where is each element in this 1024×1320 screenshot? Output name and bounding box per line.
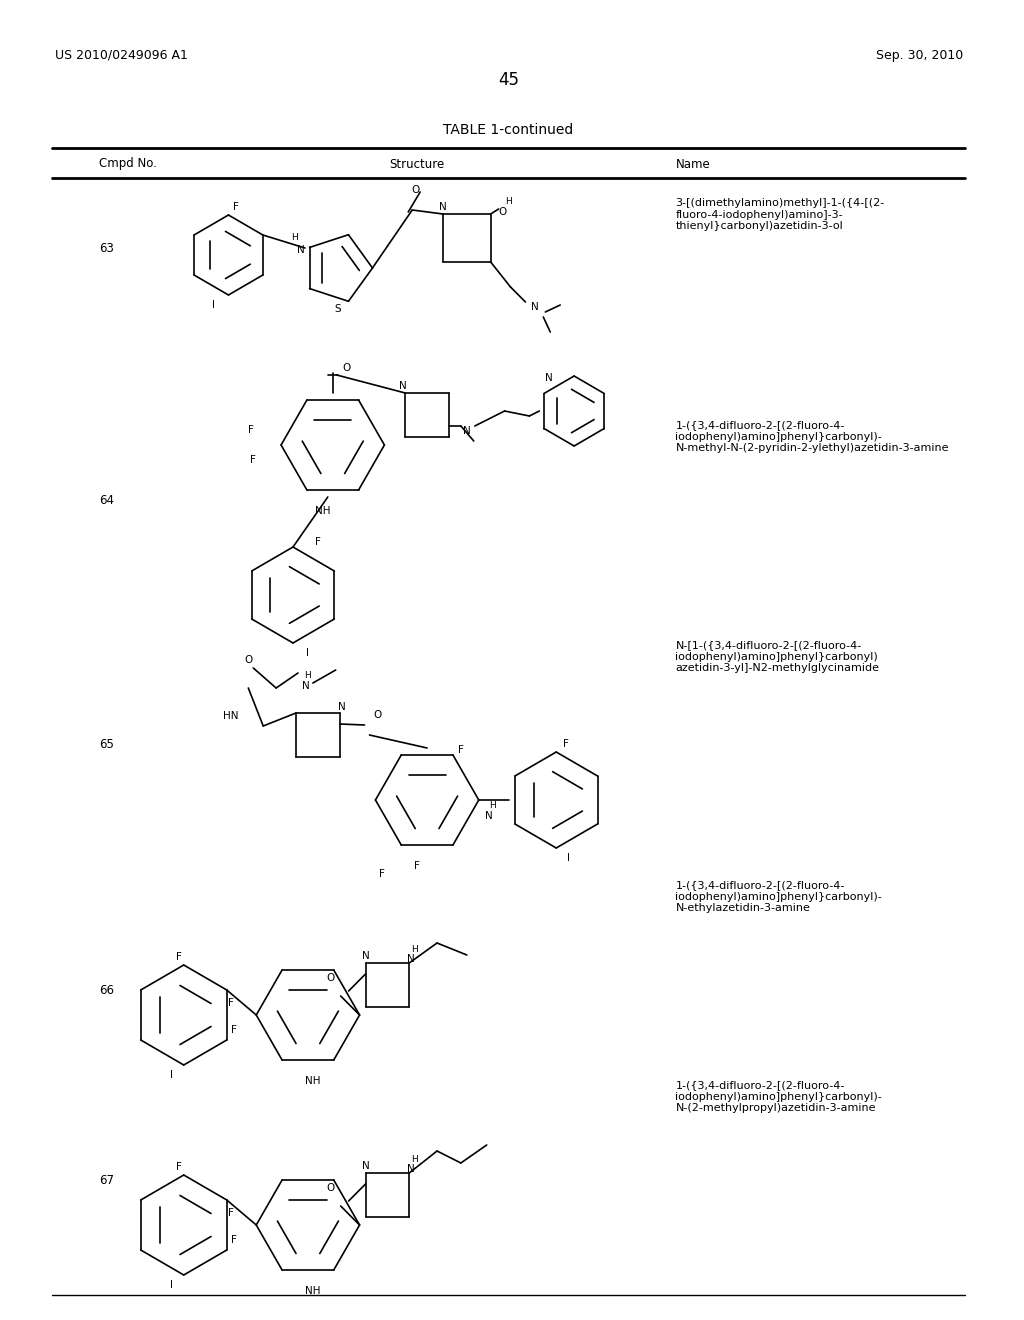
Text: TABLE 1-continued: TABLE 1-continued: [443, 123, 573, 137]
Text: F: F: [315, 537, 321, 546]
Text: NH: NH: [305, 1286, 321, 1296]
Text: Structure: Structure: [389, 157, 444, 170]
Text: 3-[(dimethylamino)methyl]-1-({4-[(2-
fluoro-4-iodophenyl)amino]-3-
thienyl}carbo: 3-[(dimethylamino)methyl]-1-({4-[(2- flu…: [676, 198, 885, 231]
Text: F: F: [233, 202, 240, 213]
Text: F: F: [228, 998, 234, 1008]
Text: N: N: [463, 426, 471, 436]
Text: 64: 64: [99, 494, 115, 507]
Text: N: N: [408, 1164, 415, 1173]
Text: N: N: [361, 950, 370, 961]
Text: N: N: [297, 246, 305, 255]
Text: 45: 45: [498, 71, 519, 88]
Text: 66: 66: [99, 983, 115, 997]
Text: H: H: [411, 945, 418, 953]
Text: H: H: [505, 198, 512, 206]
Text: I: I: [566, 853, 569, 863]
Text: F: F: [249, 425, 254, 436]
Text: F: F: [380, 869, 385, 879]
Text: F: F: [563, 739, 569, 748]
Text: Name: Name: [676, 157, 711, 170]
Text: H: H: [489, 800, 496, 809]
Text: S: S: [335, 304, 341, 314]
Text: N: N: [408, 954, 415, 964]
Text: F: F: [250, 455, 256, 465]
Text: N: N: [361, 1162, 370, 1171]
Text: H: H: [411, 1155, 418, 1163]
Text: O: O: [327, 973, 335, 983]
Text: O: O: [342, 363, 351, 374]
Text: N: N: [439, 202, 446, 213]
Text: N-[1-({3,4-difluoro-2-[(2-fluoro-4-
iodophenyl)amino]phenyl}carbonyl)
azetidin-3: N-[1-({3,4-difluoro-2-[(2-fluoro-4- iodo…: [676, 640, 880, 673]
Text: F: F: [176, 1162, 181, 1172]
Text: O: O: [411, 185, 419, 195]
Text: N: N: [302, 681, 310, 690]
Text: NH: NH: [305, 1076, 321, 1086]
Text: O: O: [499, 207, 507, 216]
Text: N: N: [338, 702, 345, 711]
Text: N: N: [484, 810, 493, 821]
Text: 67: 67: [99, 1173, 115, 1187]
Text: N: N: [531, 302, 540, 312]
Text: O: O: [244, 655, 253, 665]
Text: F: F: [228, 1208, 234, 1218]
Text: O: O: [374, 710, 382, 719]
Text: F: F: [415, 861, 420, 871]
Text: 1-({3,4-difluoro-2-[(2-fluoro-4-
iodophenyl)amino]phenyl}carbonyl)-
N-methyl-N-(: 1-({3,4-difluoro-2-[(2-fluoro-4- iodophe…: [676, 420, 949, 453]
Text: 1-({3,4-difluoro-2-[(2-fluoro-4-
iodophenyl)amino]phenyl}carbonyl)-
N-(2-methylp: 1-({3,4-difluoro-2-[(2-fluoro-4- iodophe…: [676, 1080, 882, 1113]
Text: N: N: [399, 381, 408, 391]
Text: I: I: [306, 648, 309, 657]
Text: H: H: [304, 672, 311, 681]
Text: NH: NH: [315, 506, 331, 516]
Text: N: N: [545, 372, 553, 383]
Text: HN: HN: [222, 711, 239, 721]
Text: I: I: [212, 300, 215, 310]
Text: I: I: [170, 1071, 173, 1080]
Text: F: F: [458, 744, 464, 755]
Text: O: O: [327, 1183, 335, 1193]
Text: Cmpd No.: Cmpd No.: [99, 157, 158, 170]
Text: 65: 65: [99, 738, 115, 751]
Text: 63: 63: [99, 242, 115, 255]
Text: H: H: [292, 234, 298, 243]
Text: F: F: [231, 1236, 238, 1245]
Text: F: F: [231, 1026, 238, 1035]
Text: F: F: [176, 952, 181, 962]
Text: I: I: [170, 1280, 173, 1290]
Text: Sep. 30, 2010: Sep. 30, 2010: [877, 49, 964, 62]
Text: 1-({3,4-difluoro-2-[(2-fluoro-4-
iodophenyl)amino]phenyl}carbonyl)-
N-ethylazeti: 1-({3,4-difluoro-2-[(2-fluoro-4- iodophe…: [676, 880, 882, 913]
Text: US 2010/0249096 A1: US 2010/0249096 A1: [54, 49, 187, 62]
